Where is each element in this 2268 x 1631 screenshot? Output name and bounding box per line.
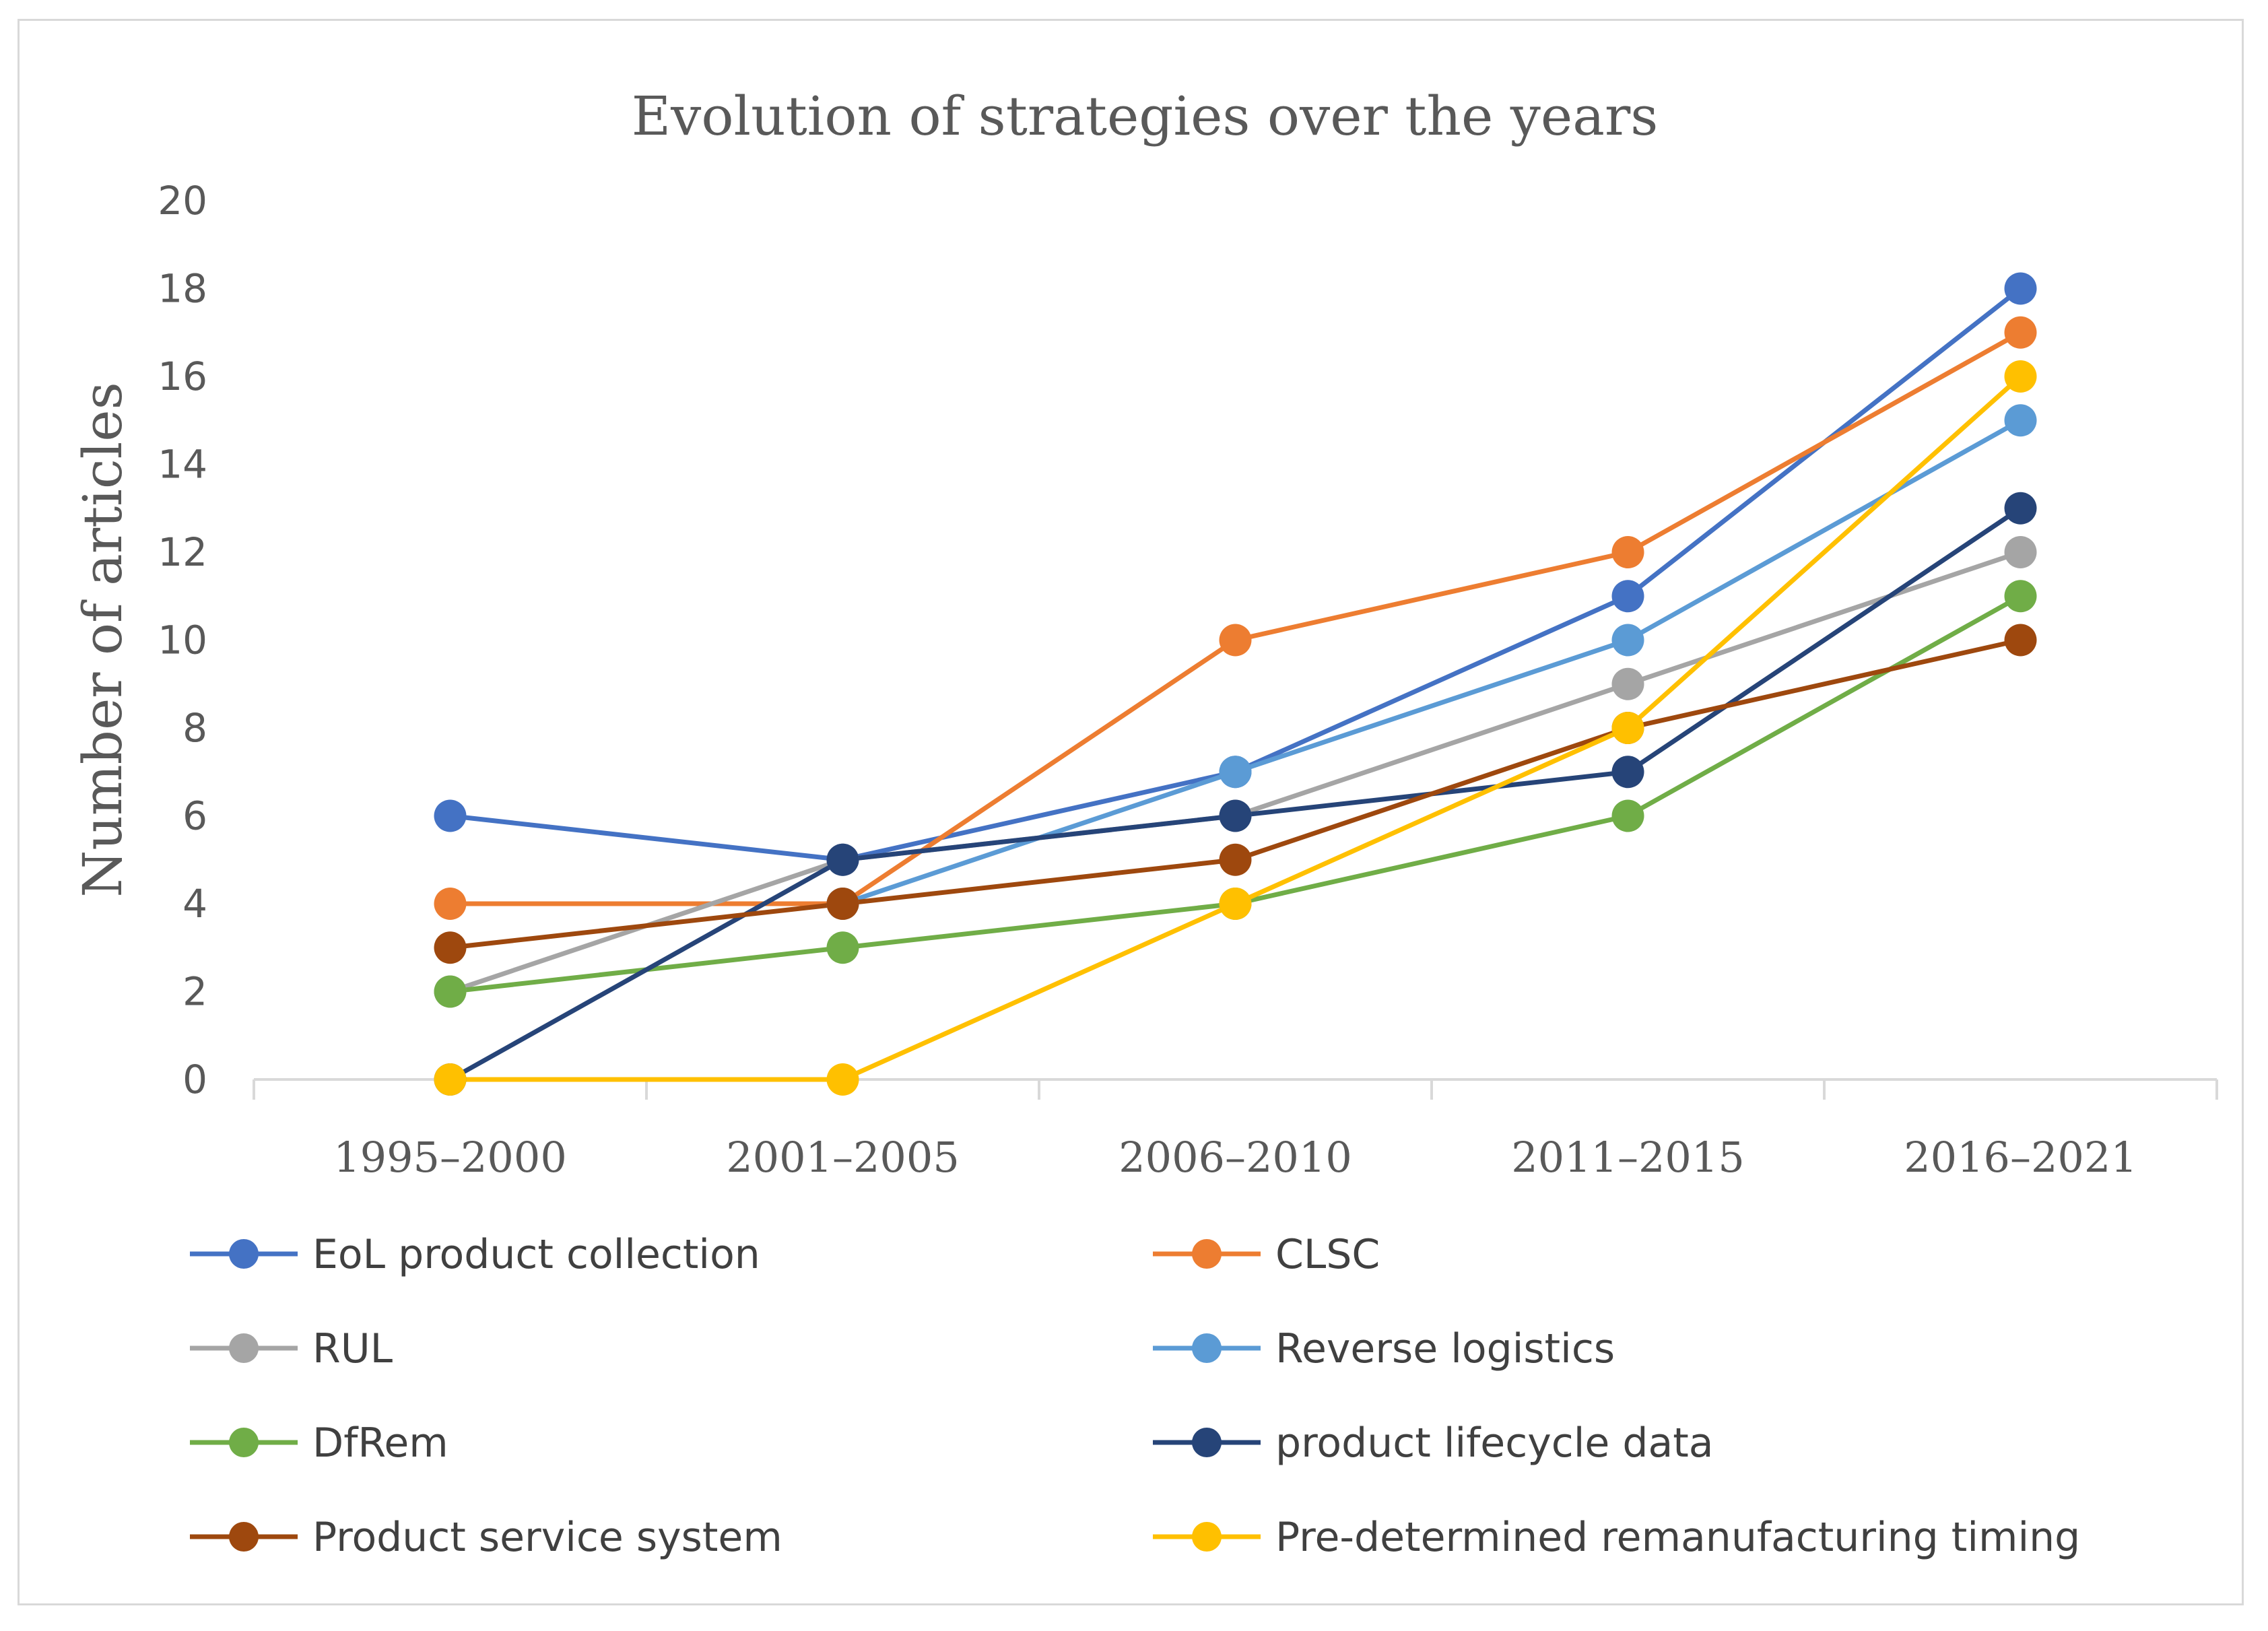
y-tick-label: 2 xyxy=(182,969,207,1015)
y-axis-label: Number of articles xyxy=(71,382,134,897)
legend-label: Pre-determined remanufacturing timing xyxy=(1275,1514,2080,1561)
legend-marker-icon xyxy=(229,1522,259,1552)
legend-label: product lifecycle data xyxy=(1275,1420,1714,1467)
legend-marker-icon xyxy=(229,1428,259,1457)
legend-label: DfRem xyxy=(312,1420,448,1467)
data-point xyxy=(1219,888,1252,920)
series-line xyxy=(448,506,2022,1082)
legend-item: Reverse logistics xyxy=(1153,1325,1615,1372)
legend-marker-icon xyxy=(229,1333,259,1363)
data-point xyxy=(1611,536,1644,568)
data-point xyxy=(2004,316,2037,349)
data-point xyxy=(2004,360,2037,393)
data-point xyxy=(1219,756,1252,789)
data-point xyxy=(1611,624,1644,657)
data-point xyxy=(826,931,859,964)
y-tick-label: 16 xyxy=(158,354,207,399)
legend-marker-icon xyxy=(1192,1333,1222,1363)
data-point xyxy=(2004,580,2037,613)
data-point xyxy=(1611,756,1644,789)
data-point xyxy=(1611,667,1644,700)
y-tick-label: 20 xyxy=(158,178,207,224)
chart-frame xyxy=(18,19,2244,1605)
data-point xyxy=(1611,799,1644,832)
series-lines xyxy=(448,286,2022,1082)
legend-item: CLSC xyxy=(1153,1231,1380,1278)
y-axis-ticks: 0 2 4 6 8 10 12 14 16 18 20 xyxy=(158,178,207,1102)
legend-item: EoL product collection xyxy=(190,1231,760,1278)
legend-item: product lifecycle data xyxy=(1153,1420,1714,1467)
legend-label: CLSC xyxy=(1275,1231,1380,1278)
data-point xyxy=(1611,580,1644,613)
data-point xyxy=(2004,404,2037,437)
y-tick-label: 4 xyxy=(182,881,207,927)
chart-title: Evolution of strategies over the years xyxy=(632,85,1659,147)
legend-item: DfRem xyxy=(190,1420,448,1467)
y-tick-label: 14 xyxy=(158,442,207,488)
legend-item: RUL xyxy=(190,1325,393,1372)
legend-marker-icon xyxy=(1192,1522,1222,1552)
y-tick-label: 18 xyxy=(158,266,207,312)
x-tick-label: 2001–2005 xyxy=(726,1133,960,1182)
data-point xyxy=(434,799,467,832)
data-point xyxy=(2004,272,2037,305)
data-point xyxy=(434,931,467,964)
legend-item: Pre-determined remanufacturing timing xyxy=(1153,1514,2080,1561)
data-point xyxy=(826,843,859,876)
data-point xyxy=(1611,712,1644,744)
legend: EoL product collection CLSC RUL Reverse log… xyxy=(190,1231,2080,1561)
data-point xyxy=(2004,624,2037,657)
data-point xyxy=(826,888,859,920)
x-tick-label: 2011–2015 xyxy=(1511,1133,1745,1182)
legend-item: Product service system xyxy=(190,1514,782,1561)
y-tick-label: 12 xyxy=(158,529,207,575)
legend-label: Reverse logistics xyxy=(1275,1325,1615,1372)
series-markers xyxy=(434,272,2037,1096)
data-point xyxy=(434,1063,467,1096)
legend-marker-icon xyxy=(1192,1428,1222,1457)
data-point xyxy=(2004,492,2037,525)
legend-label: EoL product collection xyxy=(312,1231,760,1278)
data-point xyxy=(434,888,467,920)
y-tick-label: 0 xyxy=(182,1057,207,1102)
data-point xyxy=(826,1063,859,1096)
data-point xyxy=(434,975,467,1008)
x-tick-label: 2006–2010 xyxy=(1119,1133,1352,1182)
y-tick-label: 8 xyxy=(182,705,207,751)
y-tick-label: 6 xyxy=(182,793,207,839)
x-tick-label: 2016–2021 xyxy=(1904,1133,2137,1182)
series-line xyxy=(842,418,2022,906)
data-point xyxy=(1219,843,1252,876)
data-point xyxy=(1219,799,1252,832)
y-tick-label: 10 xyxy=(158,618,207,663)
legend-marker-icon xyxy=(229,1239,259,1269)
data-point xyxy=(2004,536,2037,568)
legend-marker-icon xyxy=(1192,1239,1222,1269)
x-axis-ticks: 1995–2000 2001–2005 2006–2010 2011–2015 2016… xyxy=(253,1079,2218,1182)
x-tick-label: 1995–2000 xyxy=(333,1133,567,1182)
data-point xyxy=(1219,624,1252,657)
legend-label: RUL xyxy=(312,1325,393,1372)
legend-label: Product service system xyxy=(312,1514,782,1561)
